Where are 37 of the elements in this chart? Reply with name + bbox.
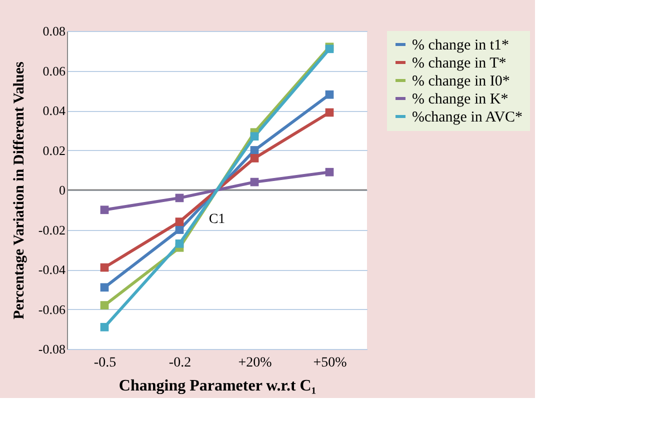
x-axis-title: Changing Parameter w.r.t C₁ (118, 378, 316, 394)
legend-label: % change in t1* (412, 38, 510, 54)
y-tick-label: -0.02 (38, 222, 66, 238)
point (250, 178, 259, 186)
legend-label: %change in AVC* (412, 110, 523, 126)
point (250, 132, 259, 141)
point (325, 108, 334, 117)
y-axis-title: Percentage Variation in Different Values (11, 61, 28, 320)
point (175, 194, 184, 202)
legend-label: % change in I0* (412, 74, 510, 90)
point (100, 322, 109, 332)
y-tick-label: 0.02 (42, 142, 66, 158)
x-tick-label: -0.2 (168, 356, 192, 370)
x-tick-label: +20% (238, 356, 272, 370)
y-tick-label: 0 (59, 182, 66, 198)
x-tick-label: -0.5 (94, 356, 116, 370)
legend-label: % change in T* (412, 56, 506, 72)
point (100, 263, 109, 272)
point (175, 218, 184, 226)
y-tick-label: 0.06 (42, 63, 66, 78)
point (175, 226, 184, 234)
legend-label: % change in K* (412, 92, 508, 108)
y-tick-label: -0.06 (38, 302, 66, 317)
y-tick-label: -0.08 (38, 342, 66, 356)
point (325, 168, 334, 176)
x-tick-label: +50% (313, 356, 348, 370)
point (100, 283, 109, 292)
y-tick-label: -0.04 (38, 262, 66, 277)
point (100, 301, 109, 310)
point (250, 146, 259, 154)
y-tick-label: 0.04 (42, 103, 66, 118)
point (250, 154, 259, 162)
point (175, 239, 184, 248)
y-tick-label: 0.08 (42, 24, 66, 38)
point (100, 206, 109, 214)
annotation: C1 (208, 212, 226, 227)
point (325, 90, 334, 99)
